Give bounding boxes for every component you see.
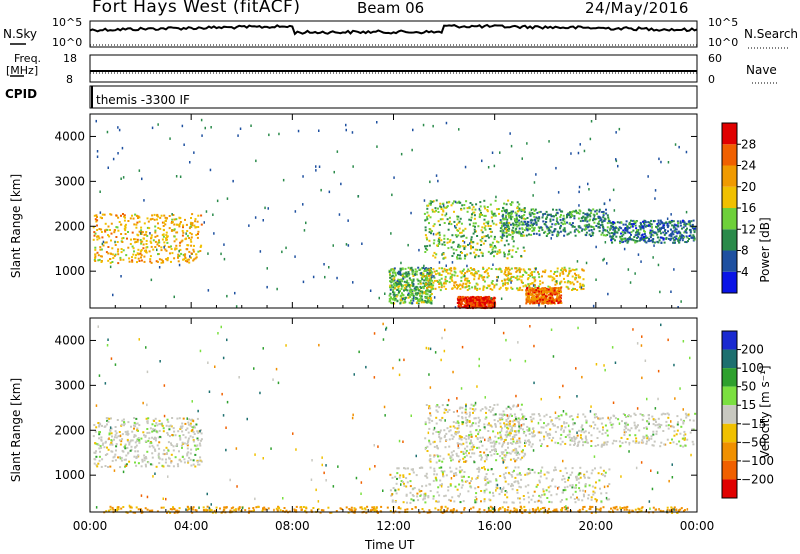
velocity-patch-2 <box>424 403 527 464</box>
x-tick-label-5: 20:00 <box>579 519 614 533</box>
velocity-colorbar-tick-label-0: 200 <box>741 343 764 357</box>
freq-label-line1: Freq. <box>14 52 42 65</box>
x-axis-label: Time UT <box>365 538 415 552</box>
velocity-colorbar-segment-4 <box>722 405 737 424</box>
power-colorbar-segment-0 <box>722 271 737 293</box>
velocity-colorbar-segment-5 <box>722 423 737 443</box>
velocity-y-tick-label-2: 3000 <box>54 378 85 392</box>
velocity-y-tick-label-1: 2000 <box>54 423 85 437</box>
beam-label: Beam 06 <box>357 0 425 17</box>
velocity-colorbar-segment-0 <box>722 331 737 350</box>
power-patch-0 <box>92 213 203 265</box>
x-tick-label-1: 04:00 <box>174 519 209 533</box>
power-colorbar-tick-label-0: 4 <box>741 265 749 279</box>
velocity-patch-1 <box>389 466 611 504</box>
power-colorbar-segment-6 <box>722 144 737 166</box>
power-patch-5 <box>499 208 610 238</box>
cpid-text: themis -3300 IF <box>96 93 190 107</box>
velocity-colorbar-tick-label-1: 100 <box>741 361 764 375</box>
velocity-panel-frame <box>89 317 698 513</box>
freq-panel-frame <box>89 54 698 83</box>
velocity-colorbar-tick-label-3: 15 <box>741 398 756 412</box>
power-colorbar-segment-1 <box>722 250 737 272</box>
velocity-patch-0 <box>92 417 203 469</box>
nave-tick-high: 60 <box>708 52 722 65</box>
x-tick-label-6: 00:00 <box>680 519 715 533</box>
x-tick-label-4: 16:00 <box>477 519 512 533</box>
velocity-colorbar-segment-2 <box>722 368 737 387</box>
cpid-label: CPID <box>5 87 38 101</box>
velocity-colorbar <box>721 330 738 499</box>
power-colorbar-segment-3 <box>722 208 737 230</box>
velocity-colorbar-segment-8 <box>722 479 737 498</box>
nsearch-label: N.Search <box>744 27 799 41</box>
power-colorbar-tick-label-5: 24 <box>741 159 756 173</box>
nsky-tick-low: 10^0 <box>52 36 83 49</box>
velocity-y-tick-label-0: 1000 <box>54 468 85 482</box>
nsky-panel-frame <box>89 20 698 48</box>
velocity-patch-4 <box>103 505 686 514</box>
velocity-colorbar-segment-6 <box>722 442 737 461</box>
station-title: Fort Hays West (fitACF) <box>92 0 301 17</box>
power-patch-3 <box>456 295 497 310</box>
power-colorbar-segment-5 <box>722 165 737 187</box>
date-label: 24/May/2016 <box>585 0 689 17</box>
power-colorbar-tick-label-1: 8 <box>741 244 749 258</box>
velocity-colorbar-tick-label-7: −200 <box>741 472 774 486</box>
power-colorbar <box>721 122 738 294</box>
velocity-colorbar-frame <box>721 330 738 499</box>
velocity-colorbar-tick-label-2: 50 <box>741 380 756 394</box>
nsky-series <box>89 23 698 36</box>
power-scatter-points <box>95 118 692 309</box>
cpid-panel-frame <box>89 85 698 109</box>
power-colorbar-tick-label-2: 12 <box>741 222 756 236</box>
power-colorbar-tick-label-6: 28 <box>741 137 756 151</box>
nsky-tick-high: 10^5 <box>52 16 83 29</box>
power-colorbar-segment-7 <box>722 123 737 145</box>
velocity-scatter-points <box>95 322 692 513</box>
power-patch-6 <box>608 219 697 244</box>
x-tick-label-0: 00:00 <box>73 519 108 533</box>
velocity-patch-3 <box>499 412 697 448</box>
velocity-colorbar-segment-1 <box>722 349 737 369</box>
power-patch-7 <box>423 199 527 260</box>
nsky-right-tick-low: 10^0 <box>708 36 739 49</box>
velocity-colorbar-tick-label-6: −100 <box>741 454 774 468</box>
nave-tick-low: 0 <box>708 73 715 86</box>
power-y-tick-label-0: 1000 <box>54 264 85 278</box>
nsky-right-tick-high: 10^5 <box>708 16 739 29</box>
power-patch-4 <box>525 286 563 305</box>
freq-label-line2: [MHz] <box>6 64 39 77</box>
x-tick-label-3: 12:00 <box>376 519 411 533</box>
freq-tick-high: 18 <box>63 52 77 65</box>
velocity-colorbar-segment-7 <box>722 460 737 480</box>
velocity-colorbar-tick-label-4: −15 <box>741 417 766 431</box>
power-colorbar-tick-label-3: 16 <box>741 201 756 215</box>
power-patch-2 <box>424 266 585 292</box>
x-tick-label-2: 08:00 <box>275 519 310 533</box>
nave-label: Nave <box>746 63 777 77</box>
velocity-colorbar-tick-label-5: −50 <box>741 435 766 449</box>
power-y-tick-label-2: 3000 <box>54 174 85 188</box>
power-colorbar-tick-label-4: 20 <box>741 180 756 194</box>
power-colorbar-segment-2 <box>722 229 737 251</box>
power-colorbar-segment-4 <box>722 186 737 208</box>
power-y-tick-label-1: 2000 <box>54 219 85 233</box>
freq-tick-low: 8 <box>66 73 73 86</box>
nsky-label: N.Sky <box>3 27 38 41</box>
power-y-tick-label-3: 4000 <box>54 129 85 143</box>
velocity-y-tick-label-3: 4000 <box>54 333 85 347</box>
velocity-colorbar-segment-3 <box>722 386 737 406</box>
